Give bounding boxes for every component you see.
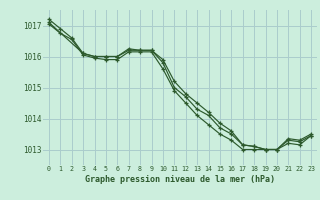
X-axis label: Graphe pression niveau de la mer (hPa): Graphe pression niveau de la mer (hPa) (85, 175, 275, 184)
